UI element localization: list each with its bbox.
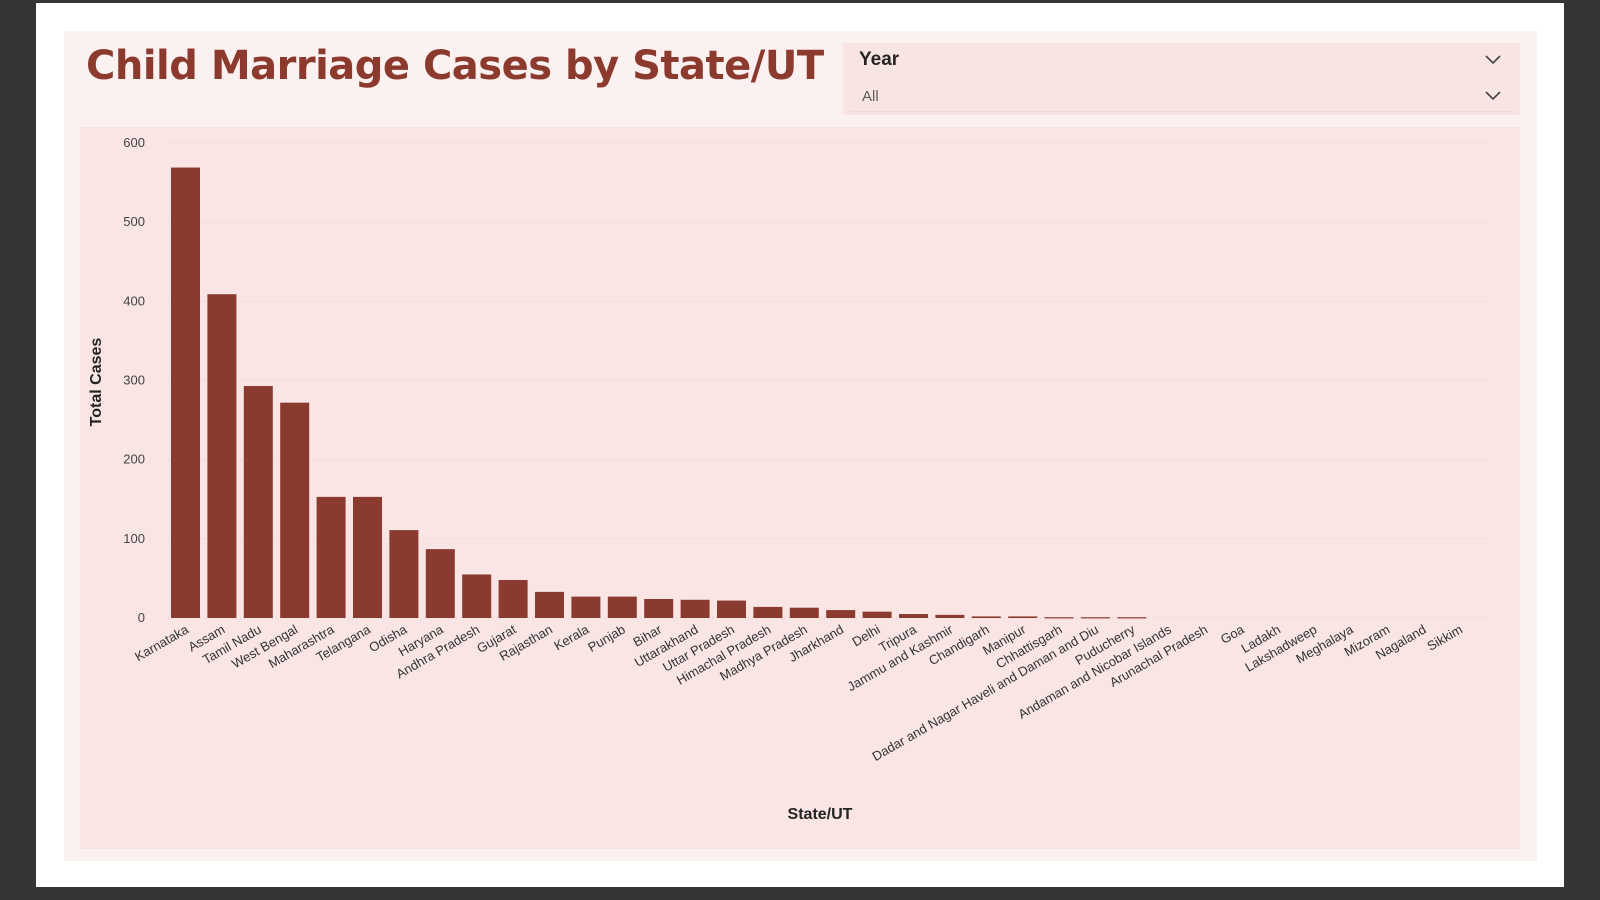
bar[interactable] [826, 610, 856, 618]
chevron-down-icon[interactable] [1484, 53, 1502, 65]
bar[interactable] [1081, 617, 1110, 619]
report-canvas: Child Marriage Cases by State/UT Year Al… [64, 31, 1537, 861]
bar[interactable] [1117, 617, 1147, 619]
bar[interactable] [171, 167, 200, 618]
bar[interactable] [389, 530, 419, 618]
year-dropdown[interactable]: All [849, 83, 1512, 112]
bar[interactable] [935, 614, 965, 618]
y-tick-label: 600 [123, 135, 145, 150]
y-tick-label: 300 [123, 373, 145, 388]
y-tick-label: 200 [123, 452, 145, 467]
bar[interactable] [571, 596, 601, 618]
y-tick-label: 400 [123, 293, 145, 308]
slicer-header[interactable]: Year [859, 49, 1508, 73]
y-tick-label: 100 [123, 531, 145, 546]
bar[interactable] [498, 580, 528, 618]
bar[interactable] [1008, 616, 1038, 618]
bar[interactable] [535, 591, 564, 618]
bar[interactable] [353, 496, 382, 618]
y-axis-title: Total Cases [88, 338, 105, 427]
bars [171, 167, 1147, 619]
year-slicer[interactable]: Year All [843, 43, 1520, 115]
bar[interactable] [753, 606, 783, 618]
bar[interactable] [607, 596, 637, 618]
bar[interactable] [207, 294, 237, 618]
report-title: Child Marriage Cases by State/UT [86, 43, 824, 89]
y-tick-label: 0 [138, 610, 145, 625]
x-tick-label: Karnataka [132, 621, 191, 664]
slicer-label: Year [859, 49, 900, 70]
bar[interactable] [971, 616, 1001, 618]
bar-chart: 0 100 200 300 400 500 600 KarnatakaAssamTamil … [88, 135, 1485, 823]
bar[interactable] [280, 402, 310, 618]
x-tick-label: Punjab [585, 622, 628, 655]
bar[interactable] [316, 496, 346, 618]
y-axis-ticks: 0 100 200 300 400 500 600 [123, 135, 145, 625]
bar[interactable] [425, 549, 455, 618]
y-tick-label: 500 [123, 214, 145, 229]
bar[interactable] [717, 600, 746, 618]
year-dropdown-value: All [862, 88, 879, 105]
x-tick-label: Kerala [551, 621, 592, 653]
bar[interactable] [789, 607, 819, 618]
bar[interactable] [899, 614, 928, 618]
bar[interactable] [644, 599, 674, 618]
bar[interactable] [680, 599, 710, 618]
bar[interactable] [862, 611, 892, 618]
report-frame: Child Marriage Cases by State/UT Year Al… [36, 3, 1564, 887]
bar[interactable] [243, 386, 273, 618]
bar[interactable] [1044, 617, 1074, 619]
bar-chart-visual[interactable]: 0 100 200 300 400 500 600 Karnataka Assam Tamil … [80, 127, 1520, 849]
chevron-down-icon[interactable] [1484, 89, 1502, 101]
x-axis-title: State/UT [788, 806, 853, 823]
x-tick-label: Sikkim [1424, 622, 1465, 654]
bar[interactable] [462, 574, 492, 618]
